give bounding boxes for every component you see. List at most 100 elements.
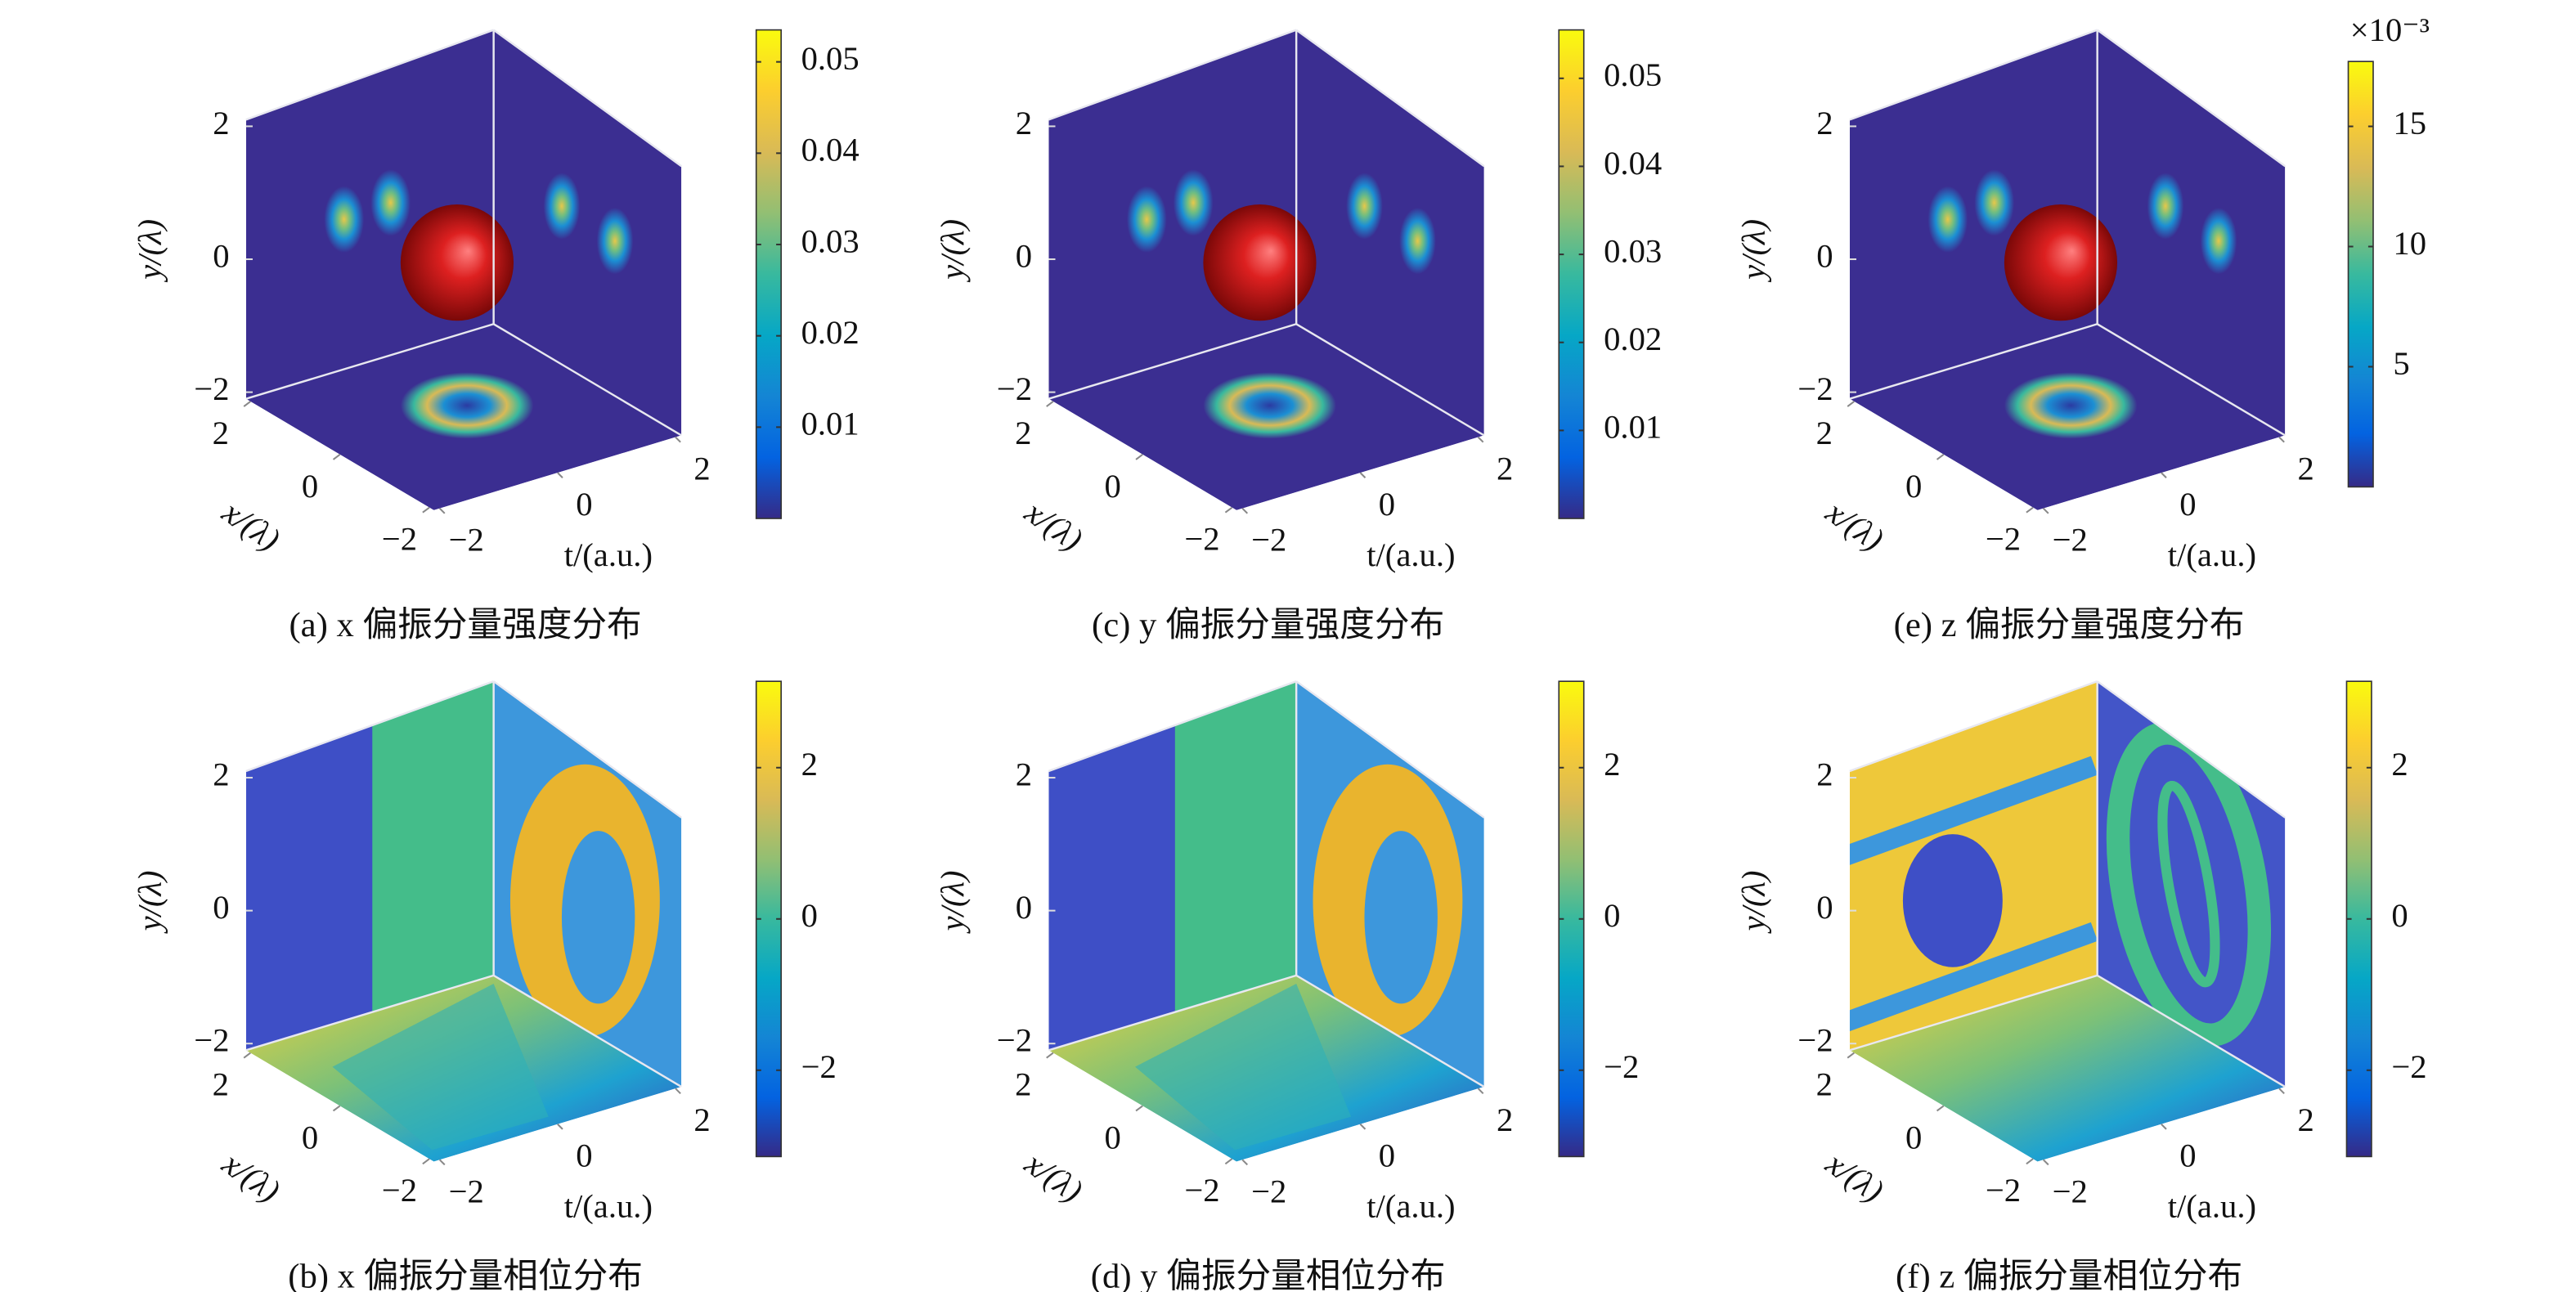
colorbar-tick-label: 2 — [1604, 746, 1620, 783]
wall-face — [2097, 29, 2286, 436]
wall-right — [493, 29, 682, 436]
x-tick-label: 0 — [1104, 468, 1120, 505]
phase-region — [561, 831, 635, 1004]
y-axis-label: y/(λ) — [934, 870, 971, 934]
cube-edge — [1295, 29, 1485, 168]
projection-ring — [400, 372, 534, 439]
y-tick-label: 0 — [1016, 237, 1032, 274]
phase-region — [1849, 756, 2098, 866]
projection-blob — [2147, 173, 2184, 240]
colorbar-tick-label: 2 — [2391, 746, 2408, 783]
z-tick-label: 2 — [1497, 1101, 1513, 1138]
z-tick — [2278, 1088, 2285, 1095]
cube-edge — [1295, 974, 1485, 1088]
isosurface — [400, 204, 514, 321]
caption: (c) y 偏振分量强度分布 — [1092, 606, 1444, 644]
cube-edge — [492, 29, 682, 168]
projection-blob — [2200, 208, 2237, 275]
y-tick-label: 2 — [1016, 105, 1032, 141]
x-tick — [1936, 1105, 1945, 1112]
colorbar-tick-label: −2 — [2391, 1048, 2426, 1085]
wall-right — [1296, 29, 1484, 436]
phase-region — [2106, 721, 2272, 1047]
z-tick — [1477, 436, 1484, 443]
y-tick-label: 2 — [213, 756, 229, 792]
panel: −2 0 2 −2 0 2 −2 0 2 y/(λ) x/(λ) t/(a.u.) (e) z 偏振分量… — [1735, 11, 2430, 644]
z-tick — [675, 436, 681, 443]
projection-ring — [1203, 372, 1336, 439]
projection-blob — [370, 169, 411, 236]
z-tick — [675, 1088, 681, 1095]
wall-right — [493, 681, 682, 1088]
wall-floor — [245, 324, 682, 510]
x-tick-label: 0 — [1104, 1119, 1120, 1155]
y-tick-label: 2 — [1816, 105, 1833, 141]
wall-face — [493, 29, 682, 436]
phase-region — [1135, 984, 1352, 1151]
z-tick — [557, 1124, 563, 1130]
cube-edge — [1849, 974, 2098, 1052]
x-tick-label: −2 — [1184, 521, 1219, 558]
cube-edge — [245, 323, 494, 400]
cube-edge — [493, 974, 682, 1088]
z-tick-label: −2 — [2053, 522, 2088, 559]
y-tick-label: −2 — [194, 1022, 229, 1059]
x-tick — [1046, 401, 1054, 407]
z-tick-label: 2 — [2297, 1101, 2313, 1138]
isosurface — [1203, 204, 1317, 321]
y-tick-label: −2 — [194, 370, 229, 407]
x-tick — [1046, 1052, 1054, 1059]
z-tick-label: 2 — [1497, 451, 1513, 487]
z-tick — [1359, 1124, 1367, 1130]
colorbar-tick-label: 15 — [2393, 105, 2426, 141]
z-axis-label: t/(a.u.) — [2168, 1188, 2256, 1225]
z-tick-label: 0 — [2179, 1137, 2196, 1174]
x-tick — [332, 1105, 341, 1112]
colorbar-tick-label: 0.03 — [1604, 232, 1662, 269]
y-tick-label: −2 — [1797, 1022, 1833, 1059]
x-tick — [422, 506, 430, 514]
cube-edge — [1048, 29, 1297, 121]
z-tick — [1241, 1159, 1249, 1166]
x-tick — [2026, 1158, 2034, 1165]
y-tick-label: 0 — [1816, 237, 1833, 274]
y-tick-label: 0 — [213, 237, 229, 274]
wall-floor — [1048, 324, 1484, 510]
z-tick — [2042, 507, 2049, 514]
wall-floor — [1849, 975, 2286, 1162]
colorbar — [2347, 61, 2374, 488]
projection-blob — [1173, 169, 1214, 236]
colorbar-tick-label: 0 — [2391, 897, 2408, 934]
z-tick — [438, 1159, 446, 1166]
y-tick-label: 2 — [1816, 756, 1833, 792]
x-tick — [243, 1052, 251, 1059]
projection-blob — [596, 208, 634, 275]
wall-right — [2097, 29, 2286, 436]
panel: −2 0 2 −2 0 2 −2 0 2 y/(λ) x/(λ) t/(a.u.) (b) x 偏振分量… — [131, 680, 837, 1292]
cube-edge — [1048, 974, 1297, 1052]
z-tick-label: 2 — [2297, 451, 2313, 487]
z-tick-label: −2 — [449, 522, 484, 559]
projection-blob — [1126, 186, 1167, 253]
y-tick-label: 2 — [213, 105, 229, 141]
y-tick-label: −2 — [1797, 370, 1833, 407]
wall-right — [2097, 681, 2286, 1088]
x-tick-label: 0 — [1905, 1119, 1922, 1155]
cube-edge — [1048, 680, 1297, 773]
z-tick-label: 0 — [576, 486, 592, 523]
phase-region — [332, 984, 549, 1151]
cube-edge — [493, 323, 682, 437]
cube-edge — [1849, 29, 2098, 121]
z-axis-label: t/(a.u.) — [564, 1188, 653, 1225]
y-tick-label: −2 — [997, 1022, 1032, 1059]
projection-blob — [543, 173, 581, 240]
colorbar-tick-label: 0.05 — [801, 40, 859, 77]
colorbar-tick-label: 0.04 — [801, 132, 859, 168]
cube-edge — [2097, 323, 2286, 437]
z-tick — [1477, 1088, 1484, 1095]
x-tick — [1224, 506, 1233, 514]
z-tick-label: −2 — [449, 1173, 484, 1209]
z-axis-label: t/(a.u.) — [2168, 536, 2256, 573]
caption: (d) y 偏振分量相位分布 — [1091, 1257, 1446, 1292]
z-tick — [438, 507, 446, 514]
